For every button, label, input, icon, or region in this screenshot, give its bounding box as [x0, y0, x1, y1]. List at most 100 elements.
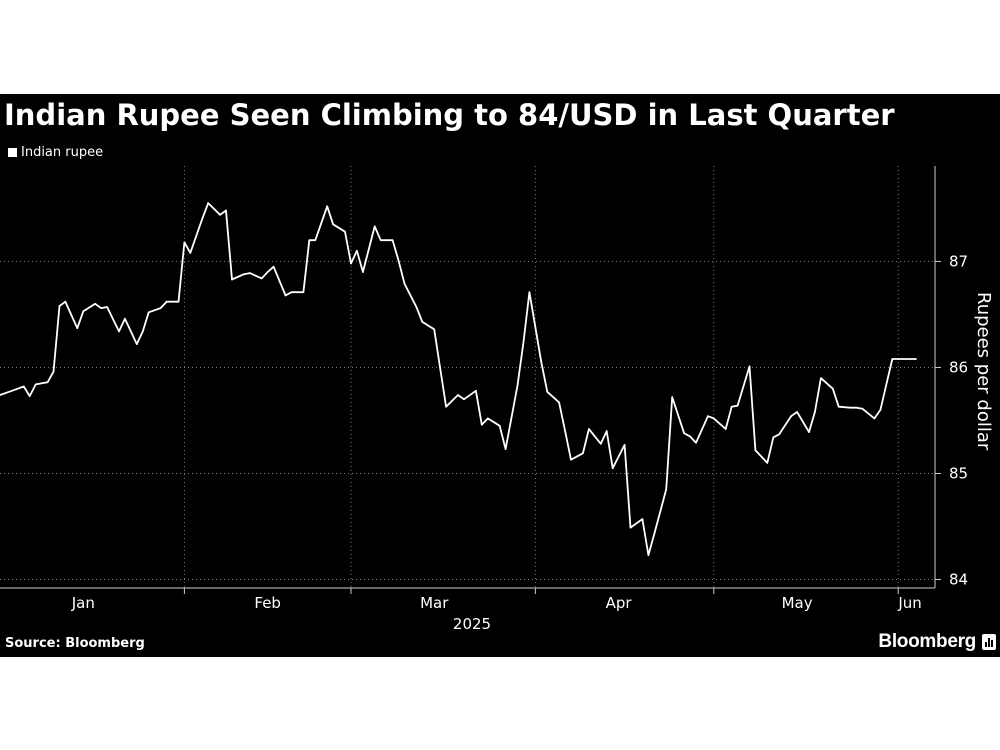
data-point — [481, 423, 483, 426]
data-point — [522, 341, 525, 343]
y-tick-label: 84 — [949, 571, 968, 589]
data-point — [165, 300, 168, 303]
data-point — [445, 405, 447, 408]
y-tick-label: 87 — [949, 252, 968, 270]
x-tick-label: Jun — [897, 594, 921, 612]
data-point — [516, 384, 519, 387]
data-point — [219, 214, 221, 216]
legend-label: Indian rupee — [21, 145, 104, 160]
chart-title: Indian Rupee Seen Climbing to 84/USD in … — [4, 98, 895, 132]
data-point — [629, 526, 632, 529]
data-point — [796, 411, 798, 413]
data-point — [284, 294, 287, 297]
data-point — [308, 239, 311, 241]
data-point — [611, 467, 614, 470]
data-point — [713, 417, 715, 420]
data-point — [689, 435, 691, 438]
data-point — [754, 449, 757, 452]
data-point — [260, 277, 263, 280]
x-axis-year-label: 2025 — [453, 615, 491, 633]
data-point — [855, 406, 858, 409]
x-tick-label: Apr — [606, 594, 633, 612]
y-axis: 84 85 86 87 — [934, 166, 968, 589]
data-point — [397, 259, 400, 262]
data-point — [28, 395, 31, 397]
data-point — [730, 405, 733, 408]
data-point — [272, 265, 275, 268]
data-point — [142, 330, 144, 333]
data-point — [891, 358, 894, 360]
data-point — [849, 406, 852, 409]
data-point — [362, 271, 364, 273]
series-line — [0, 202, 917, 557]
data-point — [600, 443, 602, 445]
data-point — [379, 239, 382, 241]
data-point — [808, 431, 810, 433]
data-point — [653, 533, 656, 535]
data-point — [403, 282, 406, 285]
data-point — [207, 202, 209, 204]
data-point — [457, 394, 459, 396]
data-point — [463, 398, 465, 401]
data-point — [772, 436, 775, 439]
data-point — [124, 317, 126, 320]
data-point — [487, 417, 489, 420]
data-point — [915, 358, 917, 360]
data-point — [498, 425, 501, 427]
data-point — [879, 409, 882, 411]
data-point — [671, 396, 673, 398]
data-point — [82, 310, 85, 313]
data-point — [64, 300, 67, 303]
data-point — [695, 441, 697, 444]
data-point — [546, 391, 549, 393]
data-point — [439, 367, 442, 370]
data-point — [58, 305, 61, 307]
data-point — [302, 291, 305, 293]
brand-name: Bloomberg — [878, 631, 976, 652]
x-tick-label: Feb — [254, 594, 281, 612]
data-point — [76, 327, 79, 329]
data-point — [344, 230, 346, 233]
data-point — [415, 306, 418, 308]
data-point — [421, 321, 424, 323]
chart-legend: Indian rupee — [8, 145, 103, 160]
data-point — [683, 432, 685, 435]
data-point — [147, 311, 150, 314]
data-point — [231, 278, 233, 281]
data-point — [106, 306, 108, 308]
data-point — [52, 370, 55, 373]
data-point — [832, 387, 834, 390]
data-point — [623, 444, 626, 446]
data-point — [356, 250, 358, 252]
data-point — [814, 411, 816, 413]
data-point — [766, 462, 769, 464]
data-point — [790, 415, 792, 418]
data-point — [391, 239, 394, 241]
data-point — [34, 383, 37, 386]
series-group — [0, 202, 917, 557]
data-point — [564, 430, 566, 432]
y-tick-label: 86 — [949, 358, 968, 376]
data-point — [528, 291, 531, 293]
y-axis-title: Rupees per dollar — [973, 292, 994, 451]
data-point — [94, 303, 96, 305]
data-point — [266, 271, 269, 273]
data-point — [647, 554, 650, 556]
data-point — [23, 385, 25, 388]
data-point — [641, 518, 644, 520]
data-point — [189, 252, 192, 254]
data-point — [570, 458, 572, 461]
data-point — [183, 241, 186, 244]
data-point — [820, 377, 822, 379]
data-point — [0, 394, 1, 396]
brand-logo: Bloomberg — [878, 631, 996, 653]
data-point — [433, 328, 436, 331]
data-point — [225, 209, 227, 212]
data-point — [290, 291, 293, 293]
data-point — [707, 415, 709, 418]
data-point — [118, 330, 120, 333]
data-point — [724, 428, 727, 430]
source-note: Source: Bloomberg — [5, 636, 145, 651]
data-point — [903, 358, 905, 360]
data-point — [350, 262, 352, 265]
